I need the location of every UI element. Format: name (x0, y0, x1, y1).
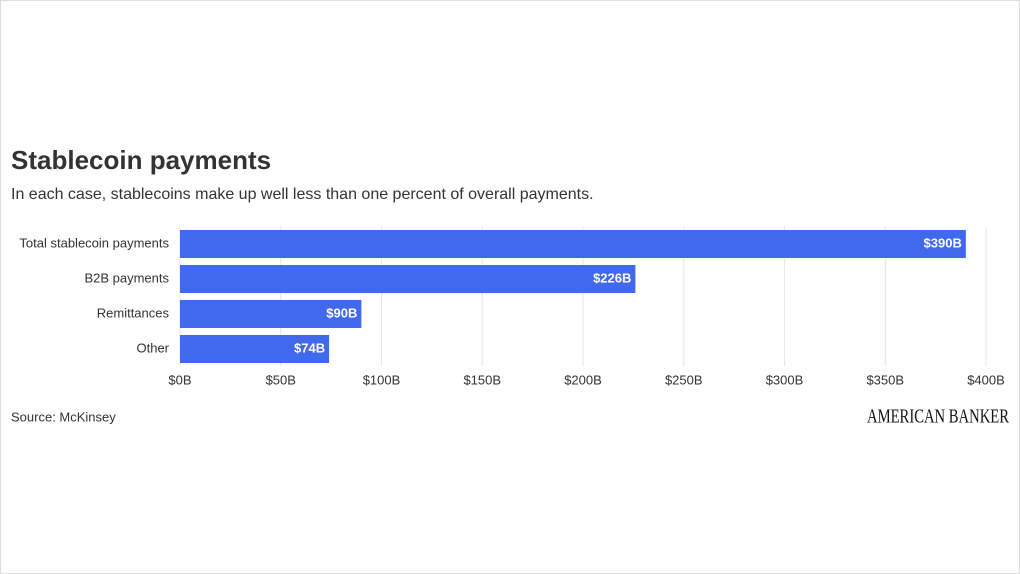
value-label: $226B (593, 270, 631, 285)
value-label: $74B (294, 340, 325, 355)
x-tick-label: $350B (866, 372, 904, 387)
bar (180, 230, 966, 258)
logo: AMERICAN BANKER (867, 406, 1009, 428)
bar (180, 300, 362, 328)
y-tick-label: Total stablecoin payments (19, 235, 169, 250)
x-tick-label: $150B (463, 372, 501, 387)
x-tick-label: $50B (266, 372, 296, 387)
x-tick-label: $100B (363, 372, 401, 387)
y-tick-label: B2B payments (84, 270, 169, 285)
source: Source: McKinsey (11, 409, 116, 424)
chart-subtitle: In each case, stablecoins make up well l… (11, 186, 594, 203)
y-tick-label: Remittances (97, 305, 170, 320)
x-tick-label: $250B (665, 372, 703, 387)
x-tick-label: $300B (766, 372, 804, 387)
value-label: $90B (326, 305, 357, 320)
plot: $0B $50B $100B $150B $200B $250B $300B $350B $40… (19, 227, 1005, 387)
value-label: $390B (924, 235, 962, 250)
x-tick-label: $0B (168, 372, 191, 387)
x-tick-label: $400B (967, 372, 1005, 387)
bar (180, 265, 636, 293)
bar (180, 335, 330, 363)
chart-title: Stablecoin payments (11, 145, 271, 175)
y-tick-label: Other (136, 340, 169, 355)
x-tick-label: $200B (564, 372, 602, 387)
